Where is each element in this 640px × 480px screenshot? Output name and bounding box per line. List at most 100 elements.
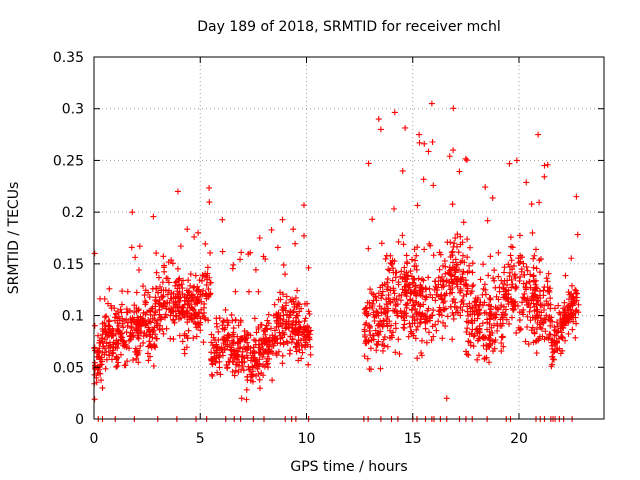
data-point [561,299,568,306]
data-point [227,354,234,361]
data-point [531,291,538,298]
data-point [395,336,402,343]
data-point [392,302,399,309]
data-point [472,298,479,305]
data-point [105,317,112,324]
data-point [127,332,134,339]
data-point [191,233,198,240]
data-point [132,254,139,261]
data-point [405,333,412,340]
data-point [108,356,115,363]
data-point [217,371,224,378]
data-point [489,329,496,336]
data-point [435,293,442,300]
data-point [192,301,199,308]
data-point [450,147,457,154]
data-point [161,268,168,275]
data-point [534,319,541,326]
data-point [572,314,579,321]
data-point [135,335,142,342]
data-point [209,360,216,367]
data-point [157,283,164,290]
data-point [463,328,470,335]
data-point [390,205,397,212]
data-point [564,307,571,314]
data-point [166,306,173,313]
data-point [543,298,550,305]
data-point [411,287,418,294]
data-point [241,355,248,362]
data-point [142,298,149,305]
data-point [214,344,221,351]
data-point [494,320,501,327]
data-point [401,309,408,316]
data-point [537,269,544,276]
data-point [279,360,286,367]
data-point [186,292,193,299]
data-point [386,267,393,274]
data-point [470,343,477,350]
data-point [505,301,512,308]
data-point [124,358,131,365]
data-point [103,356,110,363]
data-points [91,100,582,422]
data-point [195,229,202,236]
data-point [410,313,417,320]
data-point [430,182,437,189]
data-point [523,286,530,293]
data-point [93,379,100,386]
data-point [520,294,527,301]
data-point [153,269,160,276]
data-point [302,325,309,332]
data-point [443,395,450,402]
data-point [422,318,429,325]
data-point [573,320,580,327]
data-point [237,256,244,263]
data-point [411,263,418,270]
data-point [464,287,471,294]
data-point [296,347,303,354]
data-point [412,305,419,312]
data-point [279,352,286,359]
data-point [449,336,456,343]
data-point [390,329,396,336]
data-point [213,341,220,348]
data-point [299,331,306,338]
data-point [294,326,301,333]
data-point [258,321,265,328]
data-point [238,249,245,256]
data-point [110,339,117,346]
data-point [457,312,464,319]
data-point [302,315,309,322]
data-point [537,255,544,262]
data-point [237,317,244,324]
data-point [363,304,370,311]
data-point [282,271,289,278]
data-point [504,277,511,284]
data-point [474,337,481,344]
data-point [383,252,390,259]
data-point [230,325,237,332]
data-point [273,314,280,321]
data-point [399,232,406,239]
data-point [481,356,488,363]
data-point [208,371,215,378]
data-point [414,323,421,330]
data-point [131,309,138,316]
data-point [260,345,267,352]
data-point [537,301,544,308]
data-point [572,289,579,296]
data-point [498,333,505,340]
data-point [237,335,244,342]
data-point [464,236,471,243]
data-point [467,339,474,346]
data-point [467,244,474,251]
data-point [533,301,540,308]
data-point [524,323,531,330]
data-point [156,300,163,307]
data-point [546,331,553,338]
data-point [418,319,425,326]
data-point [364,299,371,306]
data-point [450,315,457,322]
data-point [410,289,417,296]
